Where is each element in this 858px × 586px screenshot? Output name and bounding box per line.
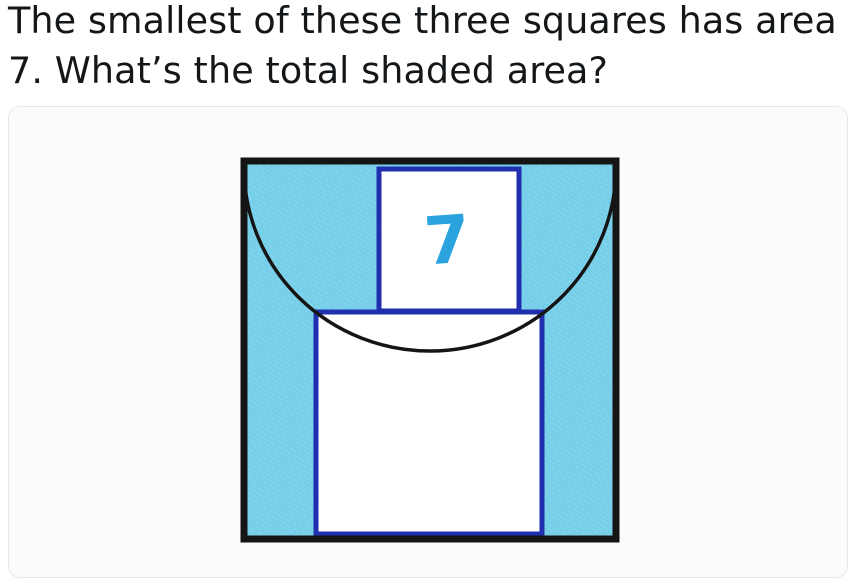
tweet-text: The smallest of these three squares has …: [8, 0, 848, 96]
tweet-text-line-2: 7. What’s the total shaded area?: [8, 49, 608, 92]
tweet-media-image[interactable]: 7: [8, 106, 848, 578]
tweet-text-line-1: The smallest of these three squares has …: [8, 0, 837, 42]
outer-square: [240, 157, 620, 543]
large-square: [313, 309, 545, 537]
small-square-area-label: 7: [422, 200, 473, 280]
geometry-figure: 7: [9, 107, 847, 577]
small-square: [376, 166, 522, 314]
semicircle-arc: [244, 166, 616, 353]
